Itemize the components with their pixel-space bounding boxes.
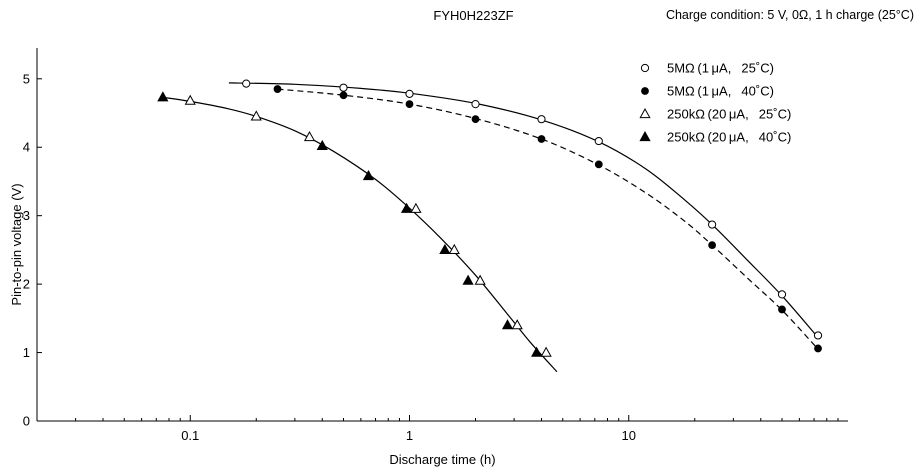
series-3-point [410,202,422,213]
legend-marker-3 [639,107,651,119]
y-tick-label: 2 [23,277,30,292]
x-axis-label: Discharge time (h) [389,452,495,467]
y-axis-label: Pin-to-pin voltage (V) [9,183,24,305]
legend-marker-4 [639,130,651,142]
y-tick-label: 5 [23,71,30,86]
series-2-point [471,115,480,124]
series-2-point [778,305,786,314]
legend-label-1: 5MΩ (1 μA, 25˚C) [667,61,774,76]
series-2-curve [277,88,819,350]
x-tick-label: 1 [406,428,413,443]
legend-marker-2 [641,87,649,95]
series-4-point [157,91,169,102]
series-2-point [814,344,822,353]
series-3-point [250,110,262,121]
x-tick-label: 0.1 [181,428,199,443]
series-3-point [184,94,196,105]
series-2-point [708,241,717,250]
series-1-point [777,290,787,299]
series-4-point [462,274,474,285]
series-1-point [813,331,823,340]
series-1-point [242,79,251,88]
y-tick-label: 4 [23,140,30,155]
series-1-point [405,89,414,98]
series-2-point [537,135,546,143]
y-tick-label: 0 [23,414,30,429]
series-1-curve [228,82,819,338]
series-4-point [531,346,543,357]
series-1-point [537,115,546,124]
series-2-point [273,85,282,93]
series-1-point [708,220,717,229]
legend-marker-1 [640,63,650,73]
legend-label-4: 250kΩ (20 μA, 40˚C) [667,130,791,145]
series-2-point [594,160,603,169]
x-tick-label: 10 [622,428,636,443]
legend-label-3: 250kΩ (20 μA, 25˚C) [667,107,791,122]
series-1-point [471,100,480,109]
series-4-point [362,169,375,181]
series-4-point [439,243,451,254]
series-1-point [339,83,348,92]
series-4-point [501,319,514,330]
series-4-point [316,139,328,150]
series-1-point [594,136,603,146]
series-4-point [400,202,413,213]
series-2-point [339,91,348,100]
series-3-point [540,346,552,357]
y-tick-label: 3 [23,208,30,223]
y-tick-label: 1 [23,345,30,360]
series-3-point [448,243,460,254]
series-3-curve [162,96,558,373]
series-3-point [511,319,523,330]
series-3-point [303,130,316,142]
legend-label-2: 5MΩ (1 μA, 40˚C) [667,84,774,99]
series-2-point [405,100,414,109]
chart-condition-note: Charge condition: 5 V, 0Ω, 1 h charge (2… [665,8,914,22]
series-3-point [474,274,486,285]
chart-title: FYH0H223ZF [433,8,514,23]
